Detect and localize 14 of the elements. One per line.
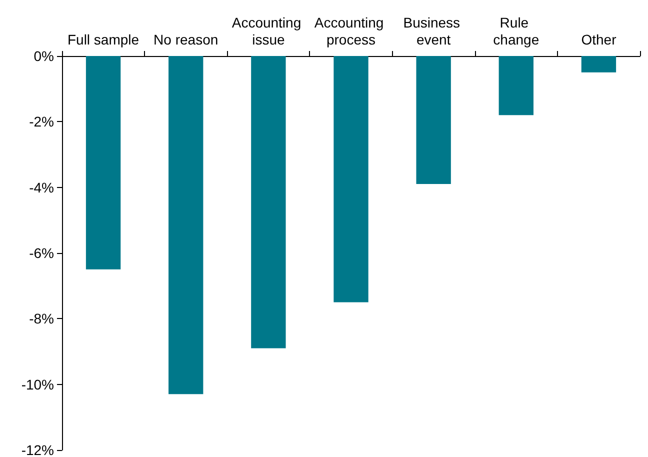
y-tick-label: -2%	[29, 114, 54, 130]
x-tick-label: Full sample	[67, 32, 140, 48]
x-tick-label: Business event	[403, 14, 464, 48]
x-tick-label: Other	[581, 32, 617, 48]
x-tick-label: Rule change	[493, 14, 540, 48]
y-tick-label: -4%	[29, 179, 54, 196]
x-tick-label: No reason	[154, 32, 218, 48]
y-tick-label: -6%	[29, 245, 54, 261]
y-tick-label: -10%	[21, 376, 54, 392]
y-tick-label: -8%	[29, 310, 54, 327]
x-tick-label: Accounting process	[314, 14, 388, 48]
x-tick-label: Accounting issue	[232, 14, 306, 48]
y-tick-label: 0%	[34, 48, 54, 64]
y-tick-label: -12%	[21, 442, 54, 457]
